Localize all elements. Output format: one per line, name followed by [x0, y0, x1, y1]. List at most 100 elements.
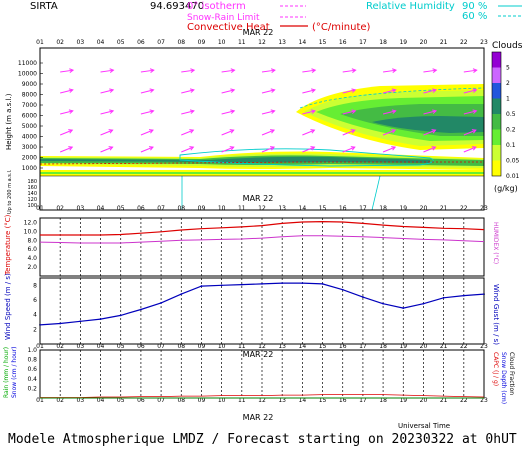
- hour-tick-label: 01: [36, 205, 44, 212]
- hour-tick-label: 17: [359, 343, 367, 350]
- wind-arrow: [60, 89, 73, 94]
- wind-arrow: [221, 110, 235, 115]
- wind-arrow: [181, 110, 195, 115]
- wind-arrowhead: [109, 88, 115, 93]
- colorbar-unit: (g/kg): [494, 184, 518, 193]
- humidex-line: [39, 235, 485, 244]
- temp-ytick: 6.0: [27, 246, 37, 253]
- fraction-ylabel: Cloud Fraction: [508, 352, 515, 395]
- wind-arrow: [463, 129, 477, 136]
- hour-tick-label: 08: [177, 397, 185, 404]
- wind-arrow: [261, 89, 275, 94]
- hour-tick-label: 08: [177, 205, 185, 212]
- hour-tick-label: 23: [480, 205, 488, 212]
- cloud-ytick: 8000: [22, 92, 37, 99]
- colorbar-tick: 0.2: [506, 127, 516, 134]
- cloud-ground-band-2: [40, 172, 484, 174]
- wind-arrow: [342, 89, 356, 94]
- wind-arrow: [382, 89, 396, 94]
- wind-arrowhead: [471, 129, 477, 134]
- precip-ytick: 0.8: [27, 357, 37, 364]
- wind-arrowhead: [432, 88, 438, 93]
- wind-arrowhead: [310, 88, 316, 93]
- wind-arrowhead: [148, 129, 154, 134]
- wind-arrowhead: [270, 109, 276, 114]
- cloud-ytick-low: 140: [27, 191, 37, 197]
- cloud-low-core: [40, 156, 430, 163]
- hour-tick-label: 16: [339, 205, 347, 212]
- cloud-ytick: 1000: [22, 165, 37, 172]
- wind-arrowhead: [310, 146, 316, 151]
- hour-tick-label: 07: [157, 39, 165, 46]
- wind-arrowhead: [391, 88, 397, 93]
- hour-tick-label: 02: [56, 205, 64, 212]
- hour-tick-label: 04: [97, 343, 105, 350]
- wind-ytick: 6: [33, 297, 37, 304]
- hour-tick-label: 18: [379, 397, 387, 404]
- cloud-ytick: 7000: [22, 102, 37, 109]
- snow-ylabel: Snow (cm / hour): [11, 346, 18, 398]
- station-name: SIRTA: [30, 1, 58, 12]
- wind-arrow: [221, 129, 234, 136]
- wind-arrow: [302, 69, 316, 73]
- wind-arrow: [302, 129, 315, 136]
- wind-arrowhead: [471, 146, 477, 151]
- hour-tick-label: 19: [399, 205, 407, 212]
- wind-arrow: [383, 69, 397, 73]
- hour-tick-label: 04: [97, 397, 105, 404]
- temp-ytick: 4.0: [27, 255, 37, 262]
- colorbar-tick: 0.01: [506, 173, 520, 180]
- legend-convective-unit: (°C/minute): [312, 22, 371, 33]
- cloud-ytick: 3000: [22, 144, 37, 151]
- precip-ytick: 0.4: [27, 376, 37, 383]
- cloud-panel: [39, 47, 485, 211]
- precip-xlabel: Universal Time: [398, 422, 450, 430]
- hour-tick-label: 06: [137, 343, 145, 350]
- wind-arrowhead: [189, 109, 195, 114]
- wind-arrowhead: [189, 88, 195, 93]
- wind-arrowhead: [108, 129, 114, 134]
- wind-arrowhead: [189, 146, 195, 151]
- wind-arrowhead: [311, 68, 317, 73]
- hour-tick-label: 06: [137, 397, 145, 404]
- wind-arrowhead: [392, 68, 397, 73]
- date-label: MAR 22: [243, 28, 274, 37]
- capc-ylabel: CAPC (J / g): [492, 352, 499, 386]
- wind-arrow: [100, 129, 113, 136]
- hour-tick-label: 18: [379, 205, 387, 212]
- rh-contour-60: [299, 87, 485, 109]
- cloud-ytick: 5000: [22, 123, 37, 130]
- hour-tick-label: 11: [238, 343, 246, 350]
- wind-arrow: [302, 146, 315, 153]
- hour-tick-label: 01: [36, 343, 44, 350]
- wind-arrow: [423, 89, 437, 94]
- wind-arrowhead: [350, 146, 356, 151]
- wind-speed-line: [39, 282, 485, 326]
- legend-isotherm: 0° isotherm: [187, 1, 246, 12]
- hour-tick-label: 03: [77, 397, 85, 404]
- hour-tick-label: 08: [177, 343, 185, 350]
- wind-arrowhead: [69, 68, 75, 73]
- wind-arrow: [140, 146, 154, 153]
- wind-arrow: [423, 69, 437, 73]
- hour-tick-label: 01: [36, 397, 44, 404]
- wind-arrow: [342, 129, 355, 136]
- hour-tick-label: 11: [238, 39, 246, 46]
- wind-arrow: [423, 110, 437, 115]
- wind-arrow: [100, 69, 114, 73]
- isotherm-line: [39, 161, 484, 165]
- wind-arrow: [342, 146, 355, 153]
- hour-tick-label: 10: [218, 397, 226, 404]
- hour-tick-label: 16: [339, 343, 347, 350]
- wind-ytick: 4: [33, 312, 37, 319]
- hour-tick-label: 12: [258, 397, 266, 404]
- wind-arrowhead: [310, 129, 316, 134]
- wind-arrowhead: [230, 109, 236, 114]
- wind-arrowhead: [350, 129, 356, 134]
- footer-text: Modele Atmospherique LMDZ / Forecast sta…: [8, 432, 517, 447]
- wind-arrowhead: [391, 109, 397, 114]
- wind-arrow: [60, 110, 73, 115]
- wind-arrow: [261, 129, 275, 136]
- wind-arrowhead: [270, 68, 276, 73]
- precip-ytick: 1.0: [27, 347, 37, 354]
